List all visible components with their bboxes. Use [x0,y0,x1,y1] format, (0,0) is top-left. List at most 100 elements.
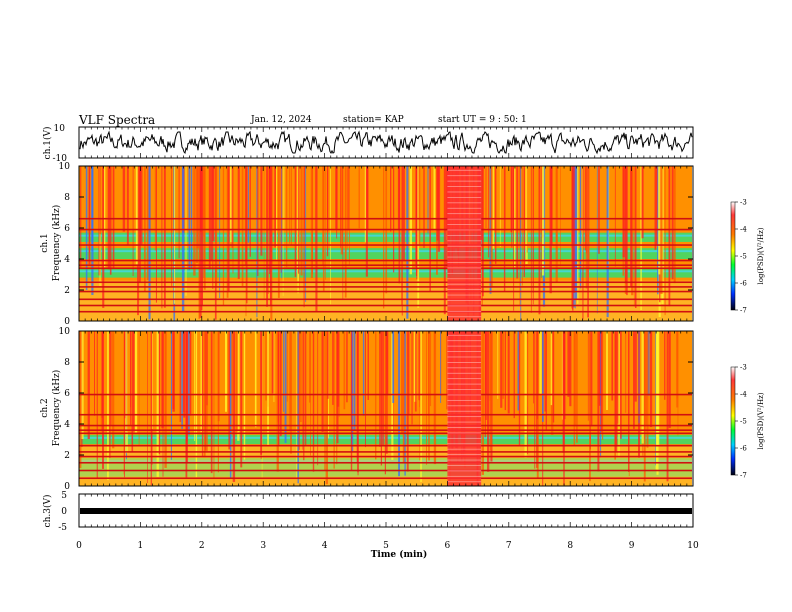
impulse-streak [290,331,292,454]
impulse-streak [398,166,401,284]
impulse-streak [542,331,544,422]
impulse-streak [336,166,338,239]
impulse-streak [230,166,233,243]
impulse-streak [327,166,329,232]
impulse-streak [284,331,287,443]
impulse-streak [420,331,422,483]
xtick-label: 3 [260,541,266,551]
station-label: station= KAP [343,115,404,125]
impulse-streak [534,331,536,469]
panel-ch3-waveform: 5 0 -5 ch.3(V) [42,491,694,533]
disturbance-stripe [447,310,482,312]
disturbance-stripe [447,470,482,472]
impulse-streak [174,166,176,304]
disturbance-stripe [447,256,482,258]
disturbance-block [447,331,482,486]
impulse-streak [263,166,265,299]
impulse-streak [658,166,661,275]
impulse-streak [429,166,431,291]
impulse-streak [673,166,676,284]
impulse-streak [495,166,497,264]
colorbar-tick-label: -7 [740,472,747,480]
impulse-streak [500,331,503,408]
impulse-streak [655,331,658,470]
disturbance-stripe [447,191,482,193]
disturbance-stripe [447,421,482,423]
impulse-streak [575,166,578,300]
impulse-streak [491,166,494,249]
impulse-streak [317,331,319,466]
impulse-streak [429,331,432,407]
impulse-streak [212,166,214,289]
impulse-streak [392,331,395,403]
impulse-streak [518,331,521,445]
impulse-streak [260,166,263,256]
colorbar-ch1-label: log(PSD)(V²/Hz) [757,227,765,284]
impulse-streak [366,166,369,230]
impulse-streak [417,166,420,308]
disturbance-stripe [447,207,482,209]
band-line [79,290,693,293]
xtick-label: 6 [445,541,451,551]
disturbance-stripe [447,454,482,456]
impulse-streak [525,166,528,264]
ytick-label: 0 [64,482,70,492]
impulse-streak [226,166,229,298]
disturbance-stripe [447,481,482,483]
impulse-streak [550,331,553,406]
impulse-streak [324,331,326,470]
ytick-label: 6 [64,224,70,234]
impulse-streak [232,331,236,482]
figure-title: VLF Spectra [79,113,156,127]
disturbance-stripe [447,389,482,390]
impulse-streak [87,331,90,439]
colorbar-tick-label: -6 [740,445,747,453]
disturbance-stripe [447,213,482,215]
impulse-streak [240,331,243,468]
impulse-streak [107,166,110,270]
impulse-streak [161,166,163,309]
impulse-streak [367,331,369,400]
impulse-streak [229,331,232,479]
impulse-streak [154,166,157,251]
impulse-streak [402,166,405,260]
xtick-label: 10 [687,541,699,551]
xtick-label: 9 [629,541,635,551]
impulse-streak [155,166,157,303]
disturbance-stripe [447,427,482,428]
impulse-streak [99,166,102,235]
disturbance-stripe [447,345,482,347]
impulse-streak [133,331,135,432]
disturbance-stripe [447,267,482,269]
impulse-streak [634,331,637,402]
impulse-streak [181,331,183,429]
impulse-streak [330,166,331,305]
impulse-streak [257,166,259,277]
ch1-ytick-bottom: -10 [53,154,68,164]
ch3-ylabel: ch.3(V) [42,495,53,528]
impulse-streak [426,331,427,465]
impulse-streak [383,166,385,309]
impulse-streak [132,166,134,276]
impulse-streak [158,331,161,455]
impulse-streak [276,166,277,262]
impulse-streak [183,331,186,418]
impulse-streak [294,166,297,277]
impulse-streak [171,166,173,287]
impulse-streak [194,331,196,441]
impulse-streak [266,166,268,307]
date-label: Jan. 12, 2024 [251,115,312,125]
colorbar-ch2: -3 -4 -5 -6 -7 log(PSD)(V²/Hz) [730,364,765,480]
ytick-label: 4 [64,420,70,430]
impulse-streak [79,331,82,469]
impulse-streak [327,331,329,399]
impulse-streak [170,331,172,460]
impulse-streak [390,166,392,232]
impulse-streak [526,166,528,253]
impulse-streak [217,331,219,473]
impulse-streak [342,166,344,300]
impulse-streak [402,331,406,464]
disturbance-stripe [447,465,482,466]
impulse-streak [482,166,484,297]
